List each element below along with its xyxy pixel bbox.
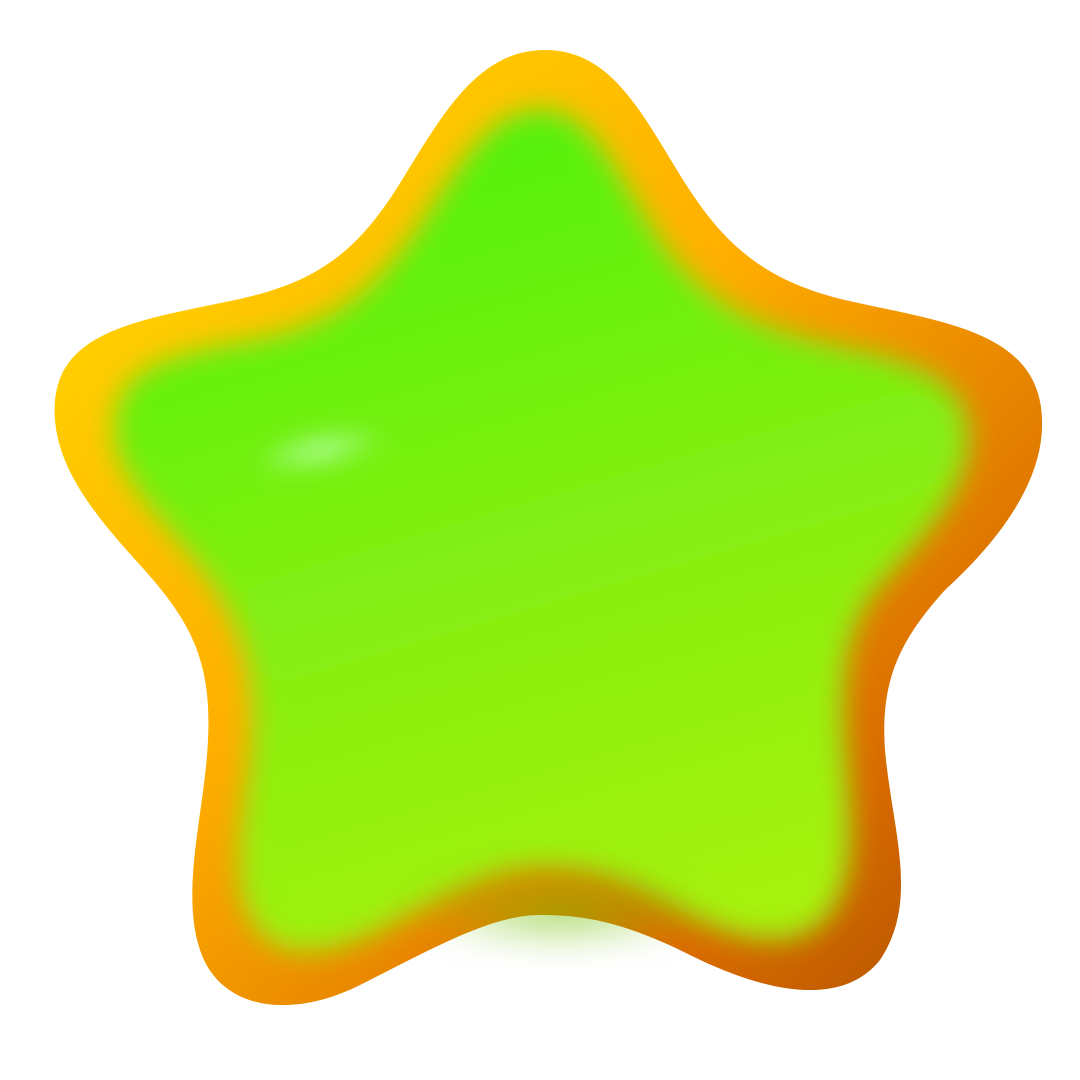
star-shade bbox=[260, 770, 860, 950]
star-highlight bbox=[251, 424, 389, 476]
star-body bbox=[114, 110, 969, 951]
